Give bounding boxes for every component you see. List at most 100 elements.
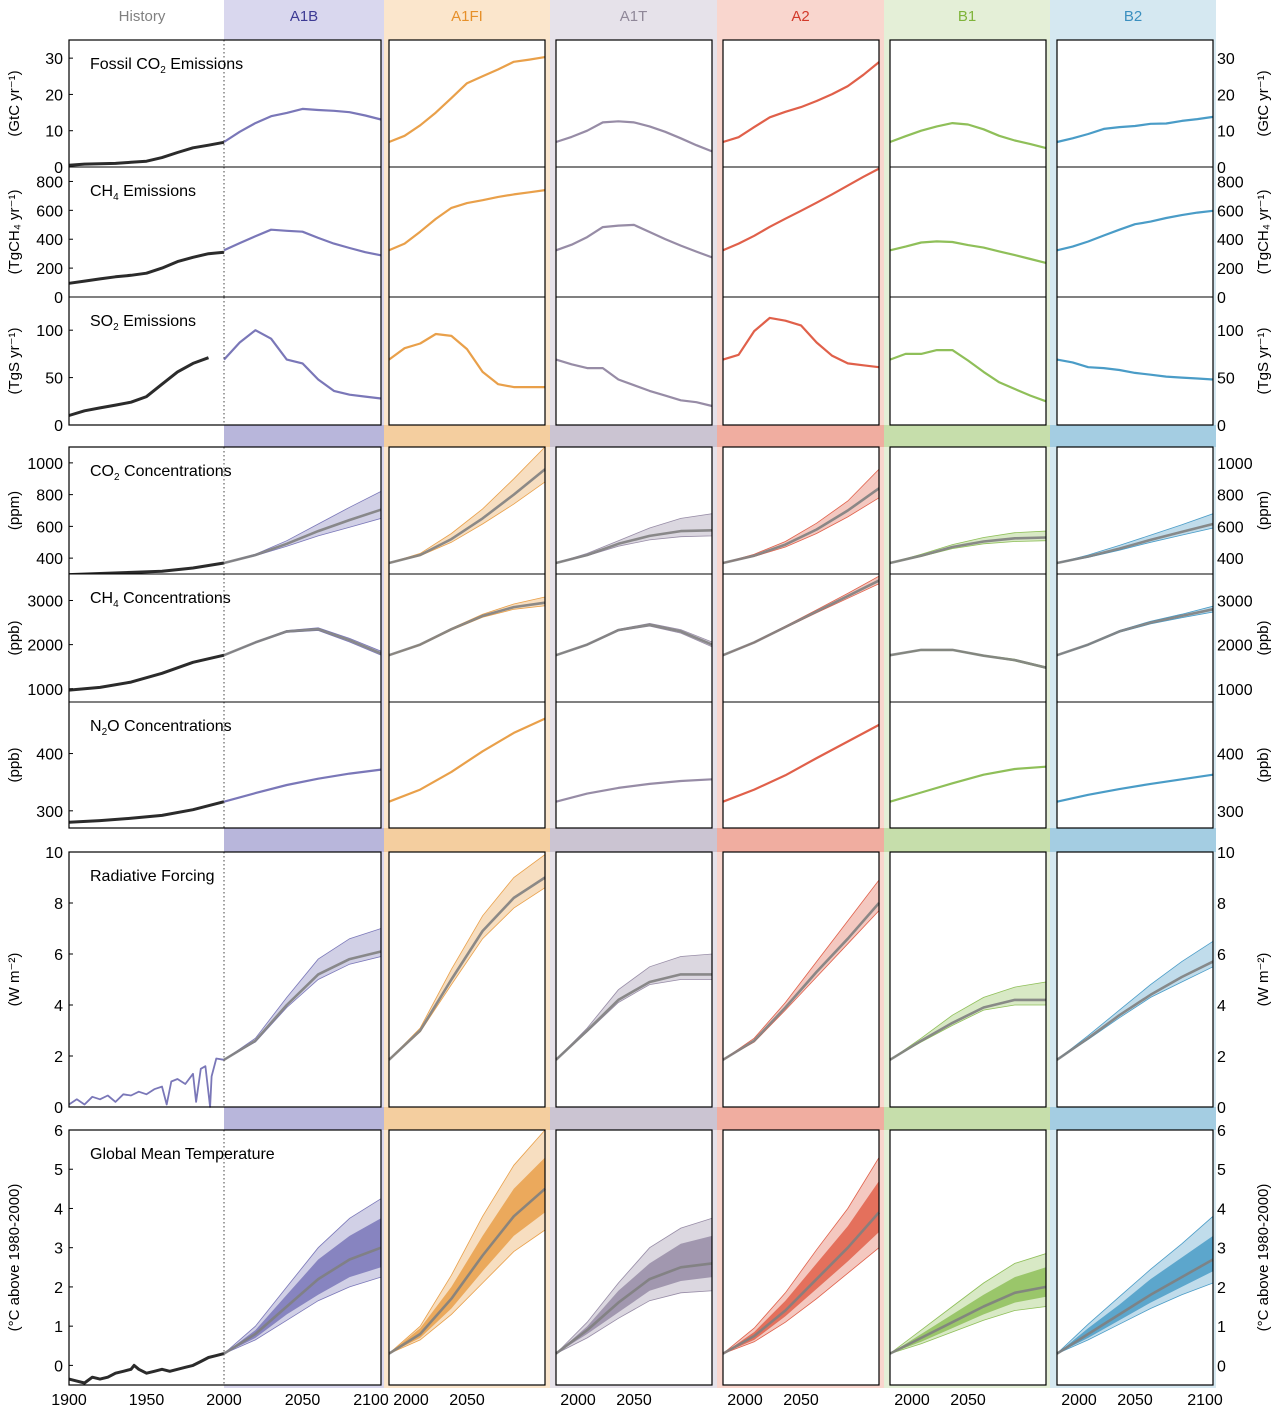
y-tick-label-right: 600 xyxy=(1217,519,1244,536)
series-line-b2 xyxy=(1056,960,1214,1061)
panel-background xyxy=(890,852,1046,1107)
panel-background xyxy=(1057,447,1213,574)
panel-n2o_concentrations-b1 xyxy=(889,702,1047,828)
panel-background xyxy=(389,297,545,425)
panel-background xyxy=(224,574,381,702)
series-line-a1fi xyxy=(388,189,546,252)
y-tick-label-left: 6 xyxy=(54,1123,63,1140)
panel-background xyxy=(723,702,879,828)
panel-radiative_forcing-b1 xyxy=(889,852,1047,1107)
y-tick-label-left: 4 xyxy=(54,1201,63,1218)
scenario-header-strip-a1t xyxy=(550,425,717,447)
panel-background xyxy=(890,447,1046,574)
scenario-header-strip-b1 xyxy=(884,425,1050,447)
scenario-header-b1 xyxy=(884,0,1050,30)
title-subscript: 2 xyxy=(102,727,108,738)
panel-n2o_concentrations-b2 xyxy=(1056,702,1214,828)
scenario-header-a1fi xyxy=(384,0,550,30)
y-tick-label-right: 10 xyxy=(1217,845,1235,862)
panel-co2_concentrations-a1t xyxy=(555,447,713,574)
panel-background xyxy=(389,447,545,574)
panel-title-ch4_emissions: CH4 Emissions xyxy=(90,183,196,203)
y-tick-label-left: 3 xyxy=(54,1241,63,1258)
scenario-header-strip-a1t xyxy=(550,1107,717,1130)
panel-background xyxy=(723,1130,879,1385)
likely-range-band-a1fi xyxy=(389,1157,545,1354)
y-tick-label-right: 800 xyxy=(1217,488,1244,505)
panel-n2o_concentrations-a1fi xyxy=(388,702,546,828)
panel-frame xyxy=(722,39,880,426)
y-tick-label-left: 600 xyxy=(36,203,63,220)
series-line-a1t xyxy=(555,623,713,657)
series-line-a1t xyxy=(555,358,713,408)
panel-background xyxy=(890,574,1046,702)
series-line-a1t xyxy=(555,778,713,803)
title-subscript: 4 xyxy=(113,192,119,203)
panel-background xyxy=(224,702,381,828)
y-axis-label-right: (ppb) xyxy=(1255,620,1272,655)
y-tick-label-right: 3000 xyxy=(1217,593,1253,610)
panel-global_mean_temperature-b1 xyxy=(889,1130,1047,1385)
scenario-header-strip-a2 xyxy=(717,1107,884,1130)
panel-ch4_emissions-a2 xyxy=(722,167,880,297)
panel-co2_emissions-a1fi xyxy=(388,40,546,167)
y-axis-label-left: (ppb) xyxy=(6,620,23,655)
series-line-b2 xyxy=(1056,522,1214,565)
series-line-a1b xyxy=(223,768,382,803)
panel-so2_emissions-b2 xyxy=(1056,297,1214,425)
x-tick-label: 2000 xyxy=(393,1392,429,1409)
x-tick-label: 2100 xyxy=(1187,1392,1223,1409)
panel-radiative_forcing-b2 xyxy=(1056,852,1214,1107)
panel-background xyxy=(556,447,712,574)
scenario-header-strip-a2 xyxy=(717,828,884,852)
panel-background xyxy=(723,447,879,574)
y-tick-label-right: 3 xyxy=(1217,1241,1226,1258)
y-tick-label-left: 0 xyxy=(54,418,63,435)
y-tick-label-right: 0 xyxy=(1217,1100,1226,1117)
series-line-b1 xyxy=(889,240,1047,264)
panel-frame xyxy=(1056,39,1214,426)
scenario-title-a1fi: A1FI xyxy=(451,8,483,25)
panel-background xyxy=(224,852,381,1107)
y-tick-label-left: 50 xyxy=(45,371,63,388)
panel-background xyxy=(69,852,224,1107)
series-line-a1b xyxy=(223,1246,382,1355)
panel-background xyxy=(69,1130,224,1385)
panel-background xyxy=(389,574,545,702)
panel-background xyxy=(723,40,879,167)
x-tick-label: 2050 xyxy=(783,1392,819,1409)
y-axis-label-right: (TgCH₄ yr⁻¹) xyxy=(1255,190,1272,275)
history-line xyxy=(68,250,225,285)
panel-frame xyxy=(388,446,546,829)
panel-co2_emissions-b1 xyxy=(889,40,1047,167)
panel-global_mean_temperature-b2 xyxy=(1056,1130,1214,1385)
y-tick-label-right: 400 xyxy=(1217,551,1244,568)
panel-background xyxy=(556,40,712,167)
panel-frame xyxy=(1056,446,1214,829)
y-tick-label-right: 4 xyxy=(1217,998,1226,1015)
panel-co2_emissions-history-a1b xyxy=(68,40,382,167)
series-line-b2 xyxy=(1056,358,1214,381)
title-text: CO xyxy=(90,463,114,480)
panel-ch4_emissions-a1t xyxy=(555,167,713,297)
panel-global_mean_temperature-a2 xyxy=(722,1130,880,1385)
x-tick-label: 2000 xyxy=(894,1392,930,1409)
scenario-header-strip-a1b xyxy=(224,1107,384,1130)
y-tick-label-left: 0 xyxy=(54,1358,63,1375)
panel-global_mean_temperature-a1t xyxy=(555,1130,713,1385)
scenario-title-a2: A2 xyxy=(791,8,809,25)
panel-co2_emissions-b2 xyxy=(1056,40,1214,167)
y-tick-label-right: 0 xyxy=(1217,418,1226,435)
x-tick-label: 2050 xyxy=(449,1392,485,1409)
series-line-a2 xyxy=(722,316,880,369)
y-tick-label-right: 0 xyxy=(1217,160,1226,177)
series-line-a1fi xyxy=(388,876,546,1061)
y-tick-label-right: 6 xyxy=(1217,947,1226,964)
series-line-a1b xyxy=(223,627,382,657)
series-line-a1t xyxy=(555,1262,713,1355)
panel-title-co2_concentrations: CO2 Concentrations xyxy=(90,463,232,483)
y-tick-label-right: 50 xyxy=(1217,371,1235,388)
y-tick-label-left: 2000 xyxy=(27,638,63,655)
y-tick-label-right: 10 xyxy=(1217,124,1235,141)
panel-ch4_concentrations-b2 xyxy=(1056,574,1214,702)
